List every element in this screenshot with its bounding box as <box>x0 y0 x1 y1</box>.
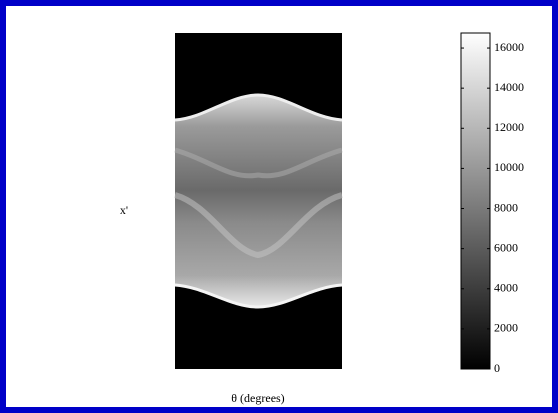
colorbar-tick-label: 0 <box>494 361 500 375</box>
x-axis-label: θ (degrees) <box>231 391 284 405</box>
colorbar-tick-label: 14000 <box>494 80 524 94</box>
colorbar-tick-label: 16000 <box>494 40 524 54</box>
colorbar-tick-label: 12000 <box>494 120 524 134</box>
sinogram-band <box>174 192 343 259</box>
colorbar-tick-label: 2000 <box>494 321 518 335</box>
sinogram-band <box>174 147 343 179</box>
y-axis-label: x' <box>120 203 128 217</box>
colorbar <box>460 32 491 370</box>
colorbar-tick-label: 6000 <box>494 240 518 254</box>
sinogram-edge <box>174 93 343 122</box>
image <box>174 33 343 369</box>
colorbar-tick-label: 8000 <box>494 200 518 214</box>
sinogram <box>175 95 342 307</box>
colorbar-tick-label: 4000 <box>494 281 518 295</box>
sinogram-edge <box>174 283 343 309</box>
colorbar-tick-label: 10000 <box>494 160 524 174</box>
